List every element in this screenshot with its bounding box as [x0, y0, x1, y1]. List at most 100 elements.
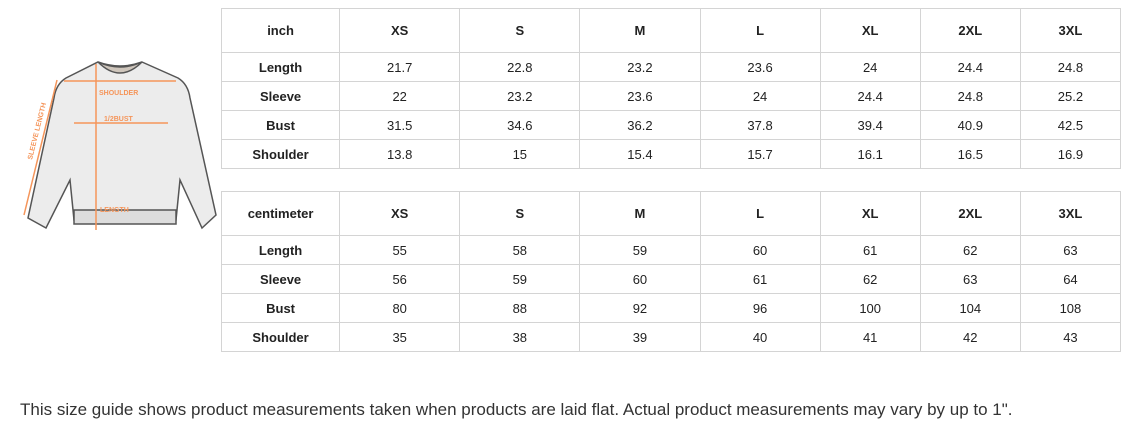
size-header-l: L	[699, 8, 821, 53]
unit-header: inch	[220, 8, 341, 53]
measurement-cell: 15	[459, 139, 581, 169]
sweater-body	[27, 61, 217, 230]
row-label: Bust	[220, 293, 341, 323]
header-row: inch XS S M L XL 2XL 3XL	[220, 8, 1122, 53]
measurement-cell: 24	[819, 52, 921, 82]
size-header-xs: XS	[339, 191, 461, 236]
size-header-xs: XS	[339, 8, 461, 53]
inch-size-table: inch XS S M L XL 2XL 3XL Length 21.7 22.8 23.2 23.6 2…	[220, 8, 1122, 169]
size-header-s: S	[459, 191, 581, 236]
measurement-cell: 39	[579, 322, 701, 352]
measurement-cell: 62	[919, 235, 1021, 265]
row-label: Sleeve	[220, 81, 341, 111]
measurement-cell: 16.5	[919, 139, 1021, 169]
measurement-cell: 24	[699, 81, 821, 111]
measurement-cell: 43	[1019, 322, 1122, 352]
measurement-cell: 40	[699, 322, 821, 352]
size-header-2xl: 2XL	[919, 191, 1021, 236]
header-row: centimeter XS S M L XL 2XL 3XL	[220, 191, 1122, 236]
size-header-3xl: 3XL	[1019, 8, 1122, 53]
measurement-cell: 24.8	[1019, 52, 1122, 82]
size-header-m: M	[579, 191, 701, 236]
measurement-cell: 42.5	[1019, 110, 1122, 140]
measurement-cell: 104	[919, 293, 1021, 323]
row-label: Length	[220, 235, 341, 265]
measurement-cell: 37.8	[699, 110, 821, 140]
row-label: Bust	[220, 110, 341, 140]
table-row: Bust 80 88 92 96 100 104 108	[220, 293, 1122, 323]
shoulder-label: SHOULDER	[99, 90, 138, 97]
measurement-cell: 55	[339, 235, 461, 265]
unit-header: centimeter	[220, 191, 341, 236]
measurement-cell: 15.4	[579, 139, 701, 169]
measurement-cell: 22.8	[459, 52, 581, 82]
measurement-cell: 36.2	[579, 110, 701, 140]
measurement-cell: 64	[1019, 264, 1122, 294]
measurement-cell: 88	[459, 293, 581, 323]
measurement-cell: 38	[459, 322, 581, 352]
size-header-s: S	[459, 8, 581, 53]
measurement-cell: 24.4	[919, 52, 1021, 82]
measurement-cell: 31.5	[339, 110, 461, 140]
table-row: Bust 31.5 34.6 36.2 37.8 39.4 40.9 42.5	[220, 110, 1122, 140]
measurement-cell: 58	[459, 235, 581, 265]
measurement-cell: 108	[1019, 293, 1122, 323]
measurement-cell: 41	[819, 322, 921, 352]
bust-label: 1/2BUST	[104, 116, 134, 123]
measurement-cell: 15.7	[699, 139, 821, 169]
measurement-cell: 100	[819, 293, 921, 323]
measurement-cell: 34.6	[459, 110, 581, 140]
measurement-cell: 16.1	[819, 139, 921, 169]
length-label: LENGTH	[100, 207, 129, 214]
sweater-hem	[73, 209, 177, 225]
measurement-cell: 23.6	[699, 52, 821, 82]
table-row: Sleeve 22 23.2 23.6 24 24.4 24.8 25.2	[220, 81, 1122, 111]
measurement-cell: 22	[339, 81, 461, 111]
measurement-cell: 96	[699, 293, 821, 323]
measurement-cell: 60	[699, 235, 821, 265]
centimeter-size-table: centimeter XS S M L XL 2XL 3XL Length 55 58 59 60 61 6…	[220, 191, 1122, 352]
size-header-2xl: 2XL	[919, 8, 1021, 53]
measurement-cell: 16.9	[1019, 139, 1122, 169]
measurement-cell: 56	[339, 264, 461, 294]
measurement-cell: 60	[579, 264, 701, 294]
measurement-cell: 92	[579, 293, 701, 323]
size-header-m: M	[579, 8, 701, 53]
measurement-cell: 24.8	[919, 81, 1021, 111]
row-label: Length	[220, 52, 341, 82]
measurement-cell: 62	[819, 264, 921, 294]
measurement-cell: 13.8	[339, 139, 461, 169]
row-label: Shoulder	[220, 322, 341, 352]
table-row: Sleeve 56 59 60 61 62 63 64	[220, 264, 1122, 294]
measurement-cell: 40.9	[919, 110, 1021, 140]
row-label: Shoulder	[220, 139, 341, 169]
sweater-collar	[97, 61, 143, 74]
size-header-l: L	[699, 191, 821, 236]
table-row: Length 21.7 22.8 23.2 23.6 24 24.4 24.8	[220, 52, 1122, 82]
measurement-cell: 80	[339, 293, 461, 323]
table-row: Shoulder 13.8 15 15.4 15.7 16.1 16.5 16.9	[220, 139, 1122, 169]
measurement-cell: 59	[579, 235, 701, 265]
measurement-cell: 42	[919, 322, 1021, 352]
table-row: Length 55 58 59 60 61 62 63	[220, 235, 1122, 265]
size-header-3xl: 3XL	[1019, 191, 1122, 236]
size-header-xl: XL	[819, 191, 921, 236]
measurement-cell: 59	[459, 264, 581, 294]
sweater-measurement-diagram: SHOULDER 1/2BUST LENGTH SLEEVE LENGTH	[23, 61, 217, 230]
measurement-cell: 63	[1019, 235, 1122, 265]
measurement-cell: 21.7	[339, 52, 461, 82]
size-header-xl: XL	[819, 8, 921, 53]
measurement-cell: 23.6	[579, 81, 701, 111]
size-guide-note: This size guide shows product measuremen…	[20, 400, 1013, 419]
measurement-cell: 23.2	[459, 81, 581, 111]
measurement-cell: 39.4	[819, 110, 921, 140]
measurement-cell: 25.2	[1019, 81, 1122, 111]
measurement-cell: 61	[819, 235, 921, 265]
measurement-cell: 63	[919, 264, 1021, 294]
row-label: Sleeve	[220, 264, 341, 294]
measurement-cell: 61	[699, 264, 821, 294]
table-row: Shoulder 35 38 39 40 41 42 43	[220, 322, 1122, 352]
measurement-cell: 35	[339, 322, 461, 352]
measurement-cell: 23.2	[579, 52, 701, 82]
measurement-cell: 24.4	[819, 81, 921, 111]
